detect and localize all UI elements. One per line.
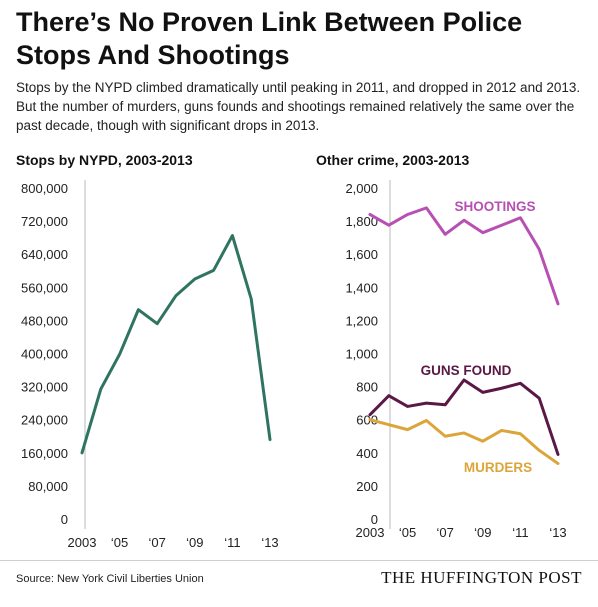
x-tick-label: ‘13 xyxy=(549,525,566,540)
crime-line-chart: 0 200 400 600 800 1,000 1,200 1,400 1,600 1,800 2,… xyxy=(345,180,567,540)
x-tick-label: ‘13 xyxy=(261,535,278,550)
x-tick-label: ‘09 xyxy=(474,525,491,540)
footer-divider xyxy=(0,560,598,561)
y-tick-label: 640,000 xyxy=(21,247,68,262)
x-tick-label: ‘11 xyxy=(224,535,240,550)
y-tick-label: 320,000 xyxy=(21,380,68,395)
y-tick-label: 0 xyxy=(61,512,68,527)
y-tick-label: 200 xyxy=(356,479,378,494)
chart-title: There’s No Proven Link Between Police St… xyxy=(16,7,523,70)
guns-found-series-label: GUNS FOUND xyxy=(421,363,512,378)
x-tick-label: ‘11 xyxy=(512,525,528,540)
left-panel-title: Stops by NYPD, 2003-2013 xyxy=(16,152,193,168)
guns-found-line xyxy=(368,378,560,456)
chart-subtitle: Stops by the NYPD climbed dramatically u… xyxy=(16,80,581,133)
y-tick-label: 1,600 xyxy=(345,247,378,262)
x-tick-label: ‘09 xyxy=(186,535,203,550)
y-tick-label: 2,000 xyxy=(345,181,378,196)
x-tick-label: 2003 xyxy=(356,525,385,540)
source-note: Source: New York Civil Liberties Union xyxy=(16,573,204,585)
y-tick-label: 480,000 xyxy=(21,313,68,328)
brand-logo: THE HUFFINGTON POST xyxy=(381,568,582,587)
y-tick-label: 160,000 xyxy=(21,446,68,461)
y-tick-label: 800 xyxy=(356,380,378,395)
y-tick-label: 400,000 xyxy=(21,347,68,362)
series-line xyxy=(80,234,272,455)
y-tick-label: 560,000 xyxy=(21,280,68,295)
stops-line-chart: 0 80,000 160,000 240,000 320,000 400,000 480,0… xyxy=(21,180,279,550)
murders-series-label: MURDERS xyxy=(464,460,532,475)
murders-line xyxy=(368,418,560,466)
y-tick-label: 0 xyxy=(371,512,378,527)
x-tick-label: 2003 xyxy=(68,535,97,550)
y-tick-label: 400 xyxy=(356,446,378,461)
y-tick-label: 600 xyxy=(356,413,378,428)
y-tick-label: 1,800 xyxy=(345,214,378,229)
x-tick-label: ‘05 xyxy=(399,525,416,540)
shootings-series-label: SHOOTINGS xyxy=(454,199,535,214)
x-tick-label: ‘07 xyxy=(149,535,166,550)
y-tick-label: 1,400 xyxy=(345,280,378,295)
shootings-line xyxy=(368,206,560,306)
y-tick-label: 80,000 xyxy=(28,479,68,494)
y-tick-label: 240,000 xyxy=(21,413,68,428)
y-tick-label: 1,000 xyxy=(345,347,378,362)
right-panel-title: Other crime, 2003-2013 xyxy=(316,152,470,168)
x-tick-label: ‘05 xyxy=(111,535,128,550)
y-tick-label: 800,000 xyxy=(21,181,68,196)
x-tick-label: ‘07 xyxy=(437,525,454,540)
y-tick-label: 720,000 xyxy=(21,214,68,229)
y-tick-label: 1,200 xyxy=(345,313,378,328)
